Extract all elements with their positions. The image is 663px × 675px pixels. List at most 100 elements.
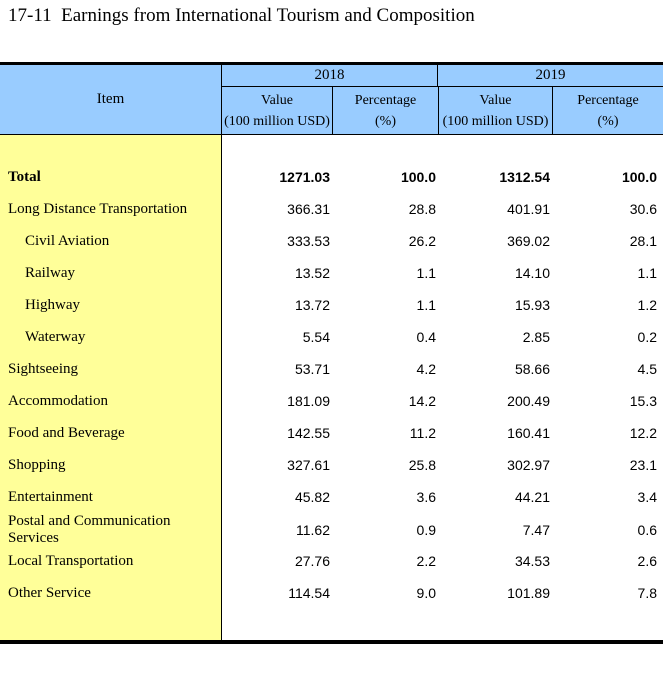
- row-label: Long Distance Transportation: [8, 200, 188, 217]
- table-row: Postal and Communication Services 11.62 …: [0, 513, 663, 546]
- item-header-cell: Item: [0, 65, 222, 134]
- row-label: Highway: [25, 296, 80, 313]
- value-2018-cell: 1271.03: [279, 169, 330, 185]
- value-2018-cell: 45.82: [294, 489, 330, 505]
- pct-2018-cell: 11.2: [409, 425, 436, 441]
- percentage-header-2019: Percentage (%): [553, 87, 663, 134]
- table-row: Waterway 5.54 0.4 2.85 0.2: [0, 321, 663, 353]
- pct-2018-cell: 25.8: [408, 457, 436, 473]
- row-label: Postal and Communication Services: [8, 513, 171, 546]
- pct-2018-cell: 26.2: [408, 233, 436, 249]
- pct-2018-cell: 1.1: [416, 297, 436, 313]
- row-label: Local Transportation: [8, 552, 134, 569]
- table-row: Civil Aviation 333.53 26.2 369.02 28.1: [0, 225, 663, 257]
- value-2019-cell: 34.53: [514, 553, 550, 569]
- percentage-unit: (%): [597, 114, 619, 129]
- table-row: Local Transportation 27.76 2.2 34.53 2.6: [0, 545, 663, 577]
- pct-2018-cell: 28.8: [408, 201, 436, 217]
- value-2019-cell: 101.89: [507, 585, 550, 601]
- value-2019-cell: 44.21: [514, 489, 550, 505]
- value-header-2018: Value (100 million USD): [222, 87, 333, 134]
- value-2018-cell: 53.71: [294, 361, 330, 377]
- percentage-header-2018: Percentage (%): [333, 87, 439, 134]
- table-top-rule: [0, 62, 663, 65]
- pct-2018-cell: 100.0: [400, 169, 436, 185]
- table-row: Accommodation 181.09 14.2 200.49 15.3: [0, 385, 663, 417]
- pct-2019-cell: 2.6: [637, 553, 657, 569]
- pct-2019-cell: 3.4: [637, 489, 657, 505]
- table-row: Other Service 114.54 9.0 101.89 7.8: [0, 577, 663, 609]
- percentage-label: Percentage: [354, 93, 417, 108]
- pct-2019-cell: 30.6: [629, 201, 657, 217]
- value-2018-cell: 5.54: [302, 329, 330, 345]
- value-2018-cell: 327.61: [287, 457, 330, 473]
- percentage-unit: (%): [375, 114, 396, 129]
- row-label: Waterway: [25, 328, 86, 345]
- year-header-2018: 2018: [222, 65, 438, 86]
- value-2018-cell: 181.09: [287, 393, 330, 409]
- pct-2019-cell: 1.1: [637, 265, 657, 281]
- pct-2019-cell: 23.1: [629, 457, 657, 473]
- value-header-2019: Value (100 million USD): [439, 87, 553, 134]
- value-2019-cell: 1312.54: [499, 169, 550, 185]
- pct-2018-cell: 3.6: [416, 489, 436, 505]
- pct-2019-cell: 28.1: [629, 233, 657, 249]
- header-year-section: 2018 2019 Value (100 million USD) Percen…: [222, 65, 663, 134]
- table-body: Total 1271.03 100.0 1312.54 100.0 Long D…: [0, 135, 663, 640]
- table-row: Railway 13.52 1.1 14.10 1.1: [0, 257, 663, 289]
- table-row: Entertainment 45.82 3.6 44.21 3.4: [0, 481, 663, 513]
- row-label: Other Service: [8, 584, 91, 601]
- tourism-earnings-table: Item 2018 2019 Value (100 million USD) P…: [0, 62, 663, 644]
- row-label: Railway: [25, 264, 75, 281]
- value-2019-cell: 160.41: [507, 425, 550, 441]
- subheader-row: Value (100 million USD) Percentage (%) V…: [222, 87, 663, 134]
- pct-2019-cell: 0.6: [637, 522, 657, 538]
- value-2018-cell: 114.54: [288, 585, 330, 601]
- pct-2019-cell: 15.3: [629, 393, 657, 409]
- value-2018-cell: 27.76: [294, 553, 330, 569]
- year-header-2019: 2019: [535, 67, 566, 83]
- value-2019-cell: 369.02: [507, 233, 550, 249]
- pct-2018-cell: 0.9: [416, 522, 436, 538]
- value-2018-cell: 366.31: [287, 201, 330, 217]
- item-column-background: [0, 135, 222, 640]
- table-row: Sightseeing 53.71 4.2 58.66 4.5: [0, 353, 663, 385]
- page-title: 17-11 Earnings from International Touris…: [8, 5, 475, 26]
- percentage-label: Percentage: [577, 93, 639, 108]
- table-row: Total 1271.03 100.0 1312.54 100.0: [0, 161, 663, 193]
- value-2019-cell: 15.93: [514, 297, 550, 313]
- pct-2018-cell: 4.2: [416, 361, 436, 377]
- table-rows: Total 1271.03 100.0 1312.54 100.0 Long D…: [0, 135, 663, 609]
- value-label: Value: [261, 93, 293, 108]
- year-row: 2018 2019: [222, 65, 663, 87]
- value-2018-cell: 13.52: [294, 265, 330, 281]
- pct-2019-cell: 100.0: [621, 169, 657, 185]
- value-2019-cell: 7.47: [522, 522, 550, 538]
- value-unit: (100 million USD): [442, 114, 549, 129]
- table-header: Item 2018 2019 Value (100 million USD) P…: [0, 65, 663, 135]
- row-label: Civil Aviation: [25, 232, 110, 249]
- value-2018-cell: 333.53: [287, 233, 330, 249]
- value-2019-cell: 200.49: [507, 393, 550, 409]
- value-2018-cell: 11.62: [296, 522, 330, 538]
- pct-2019-cell: 1.2: [637, 297, 657, 313]
- row-label: Food and Beverage: [8, 424, 125, 441]
- table-row: Shopping 327.61 25.8 302.97 23.1: [0, 449, 663, 481]
- pct-2018-cell: 2.2: [416, 553, 436, 569]
- value-2018-cell: 142.55: [287, 425, 330, 441]
- row-label: Shopping: [8, 456, 66, 473]
- value-2019-cell: 58.66: [514, 361, 550, 377]
- pct-2018-cell: 1.1: [416, 265, 436, 281]
- table-row: Long Distance Transportation 366.31 28.8…: [0, 193, 663, 225]
- pct-2018-cell: 14.2: [408, 393, 436, 409]
- value-2018-cell: 13.72: [294, 297, 330, 313]
- row-label: Accommodation: [8, 392, 108, 409]
- value-2019-cell: 14.10: [514, 265, 550, 281]
- table-bottom-rule: [0, 640, 663, 644]
- row-label: Entertainment: [8, 488, 93, 505]
- pct-2018-cell: 9.0: [416, 585, 436, 601]
- pct-2019-cell: 0.2: [637, 329, 657, 345]
- value-2019-cell: 401.91: [507, 201, 550, 217]
- table-row: Highway 13.72 1.1 15.93 1.2: [0, 289, 663, 321]
